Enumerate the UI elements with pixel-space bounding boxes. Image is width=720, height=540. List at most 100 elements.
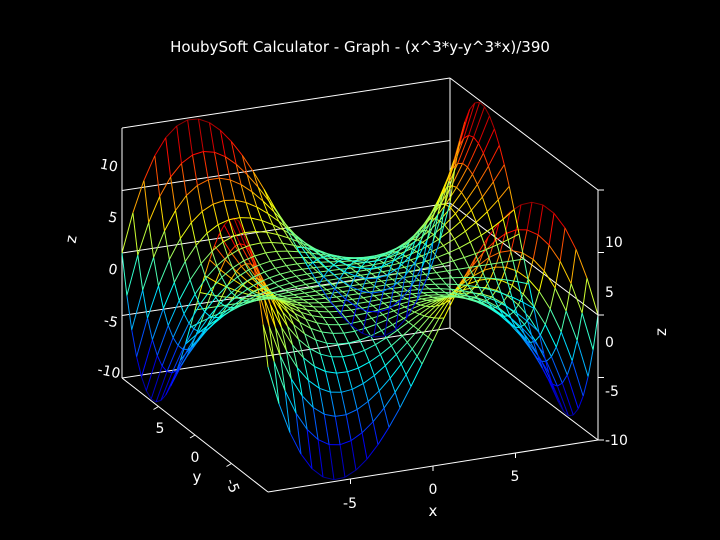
mesh-line-x — [376, 266, 383, 279]
mesh-line-x — [292, 344, 298, 369]
mesh-line-y — [150, 365, 163, 400]
mesh-line-y — [329, 300, 342, 315]
mesh-line-x — [377, 291, 384, 313]
mesh-line-y — [269, 273, 281, 279]
mesh-line-y — [383, 300, 396, 304]
mesh-line-y — [314, 297, 326, 300]
mesh-line-y — [507, 233, 520, 241]
mesh-line-y — [430, 299, 442, 308]
mesh-line-x — [150, 398, 157, 403]
mesh-line-y — [319, 387, 331, 393]
mesh-line-x — [221, 286, 228, 297]
mesh-line-x — [445, 283, 452, 290]
mesh-line-y — [321, 250, 333, 257]
mesh-line-y — [245, 294, 258, 302]
mesh-line-y — [476, 165, 489, 185]
mesh-line-y — [378, 377, 391, 392]
mesh-line-y — [262, 200, 275, 213]
mesh-line-y — [531, 350, 544, 369]
mesh-line-x — [496, 244, 503, 263]
x-tick-5: 5 — [511, 469, 520, 485]
mesh-line-y — [301, 247, 314, 263]
mesh-line-y — [206, 224, 219, 234]
mesh-line-x — [467, 285, 474, 293]
mesh-line-y — [372, 262, 384, 266]
mesh-line-y — [197, 328, 209, 343]
mesh-line-y — [307, 309, 319, 312]
mesh-line-y — [488, 303, 501, 311]
y-tick-5: 5 — [156, 421, 165, 437]
mesh-line-x — [538, 270, 545, 292]
mesh-line-y — [488, 251, 501, 258]
mesh-line-y — [320, 353, 332, 358]
mesh-line-y — [285, 350, 298, 369]
mesh-line-y — [477, 298, 490, 305]
mesh-line-x — [416, 266, 423, 301]
mesh-line-x — [317, 271, 324, 277]
mesh-line-y — [478, 115, 490, 144]
mesh-line-x — [533, 308, 540, 332]
mesh-line-y — [471, 196, 483, 211]
mesh-line-x — [439, 288, 446, 293]
mesh-line-y — [343, 330, 355, 334]
mesh-line-x — [246, 174, 253, 192]
mesh-line-x — [350, 309, 357, 316]
mesh-line-y — [482, 128, 495, 154]
mesh-line-x — [347, 371, 353, 390]
mesh-line-x — [452, 260, 459, 270]
mesh-line-y — [256, 278, 269, 291]
mesh-line-y — [357, 301, 369, 305]
mesh-line-y — [288, 289, 300, 293]
mesh-line-x — [571, 340, 578, 361]
mesh-line-x — [371, 273, 377, 278]
mesh-line-y — [502, 260, 514, 263]
mesh-line-x — [269, 260, 276, 269]
mesh-line-x — [361, 432, 368, 460]
mesh-line-x — [176, 125, 182, 164]
mesh-line-x — [175, 210, 181, 239]
mesh-line-y — [359, 282, 371, 285]
mesh-line-x — [568, 414, 574, 417]
mesh-line-y — [512, 258, 525, 262]
mesh-line-y — [188, 304, 201, 324]
mesh-line-x — [276, 251, 282, 260]
mesh-line-x — [466, 199, 472, 211]
mesh-line-x — [533, 291, 540, 308]
mesh-line-x — [306, 247, 312, 249]
mesh-line-x — [398, 314, 404, 319]
mesh-line-x — [268, 277, 275, 283]
mesh-line-y — [421, 296, 433, 300]
mesh-line-x — [314, 366, 320, 389]
mesh-line-y — [170, 364, 183, 387]
mesh-line-y — [192, 151, 204, 156]
mesh-line-y — [472, 292, 485, 297]
mesh-line-x — [426, 260, 432, 268]
mesh-line-y — [527, 278, 540, 292]
mesh-line-x — [307, 380, 314, 408]
mesh-line-y — [231, 278, 243, 286]
mesh-line-y — [327, 255, 339, 262]
box-gridline — [121, 140, 451, 191]
mesh-line-y — [142, 257, 155, 291]
mesh-line-y — [187, 331, 200, 350]
mesh-line-x — [293, 324, 300, 340]
mesh-line-y — [511, 284, 524, 295]
mesh-line-y — [300, 311, 313, 317]
mesh-line-x — [277, 234, 284, 244]
mesh-line-x — [279, 355, 286, 391]
mesh-line-y — [316, 279, 328, 283]
mesh-line-y — [225, 296, 237, 307]
mesh-line-x — [206, 232, 213, 252]
mesh-line-x — [271, 242, 277, 252]
mesh-line-y — [300, 277, 312, 281]
mesh-line-x — [237, 285, 243, 292]
mesh-line-x — [565, 283, 572, 312]
mesh-line-y — [410, 266, 423, 287]
mesh-line-x — [198, 118, 204, 152]
mesh-line-y — [328, 269, 340, 280]
mesh-line-y — [539, 334, 552, 357]
mesh-line-x — [499, 233, 506, 253]
mesh-line-x — [214, 233, 220, 246]
mesh-line-y — [277, 291, 289, 296]
mesh-line-x — [321, 285, 327, 291]
